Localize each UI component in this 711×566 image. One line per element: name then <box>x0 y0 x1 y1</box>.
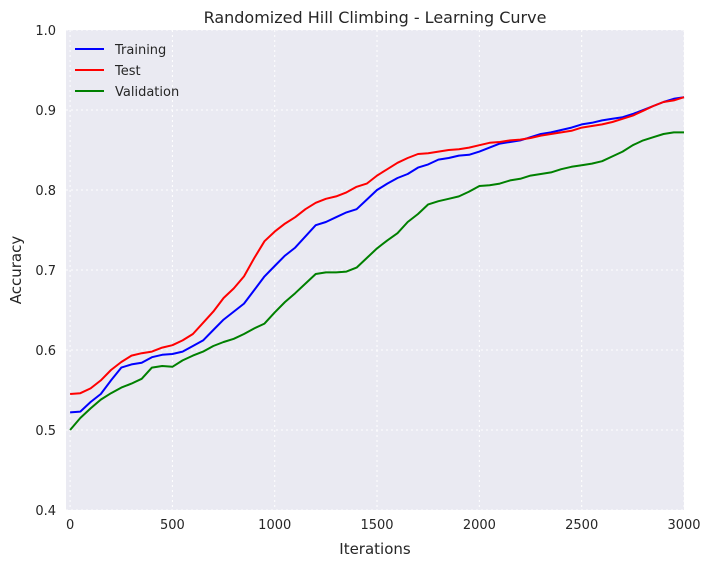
x-tick-label: 0 <box>66 518 74 533</box>
x-tick-label: 1000 <box>258 518 291 533</box>
y-axis-label: Accuracy <box>7 236 25 305</box>
y-tick-labels: 0.4 0.5 0.6 0.7 0.8 0.9 1.0 <box>35 24 56 519</box>
x-axis-label: Iterations <box>339 540 411 558</box>
y-tick-label: 0.4 <box>35 504 56 519</box>
x-tick-label: 2500 <box>565 518 598 533</box>
legend-label-test: Test <box>114 64 141 79</box>
x-tick-label: 500 <box>160 518 185 533</box>
y-tick-label: 0.7 <box>35 264 56 279</box>
series-line-test <box>70 96 685 395</box>
series-lines <box>69 96 685 431</box>
legend: Training Test Validation <box>75 43 179 100</box>
legend-label-training: Training <box>114 43 166 58</box>
y-tick-label: 1.0 <box>35 24 56 39</box>
y-tick-label: 0.9 <box>35 104 56 119</box>
x-tick-label: 2000 <box>463 518 496 533</box>
series-line-validation <box>69 131 684 431</box>
chart-title: Randomized Hill Climbing - Learning Curv… <box>204 8 547 27</box>
y-tick-label: 0.6 <box>35 344 56 359</box>
x-tick-labels: 0 500 1000 1500 2000 2500 3000 <box>66 518 701 533</box>
x-tick-label: 1500 <box>360 518 393 533</box>
y-tick-label: 0.8 <box>35 184 56 199</box>
legend-label-validation: Validation <box>115 85 179 100</box>
x-tick-label: 3000 <box>667 518 700 533</box>
series-line-training <box>70 96 685 414</box>
grid-lines <box>66 29 685 511</box>
y-tick-label: 0.5 <box>35 424 56 439</box>
